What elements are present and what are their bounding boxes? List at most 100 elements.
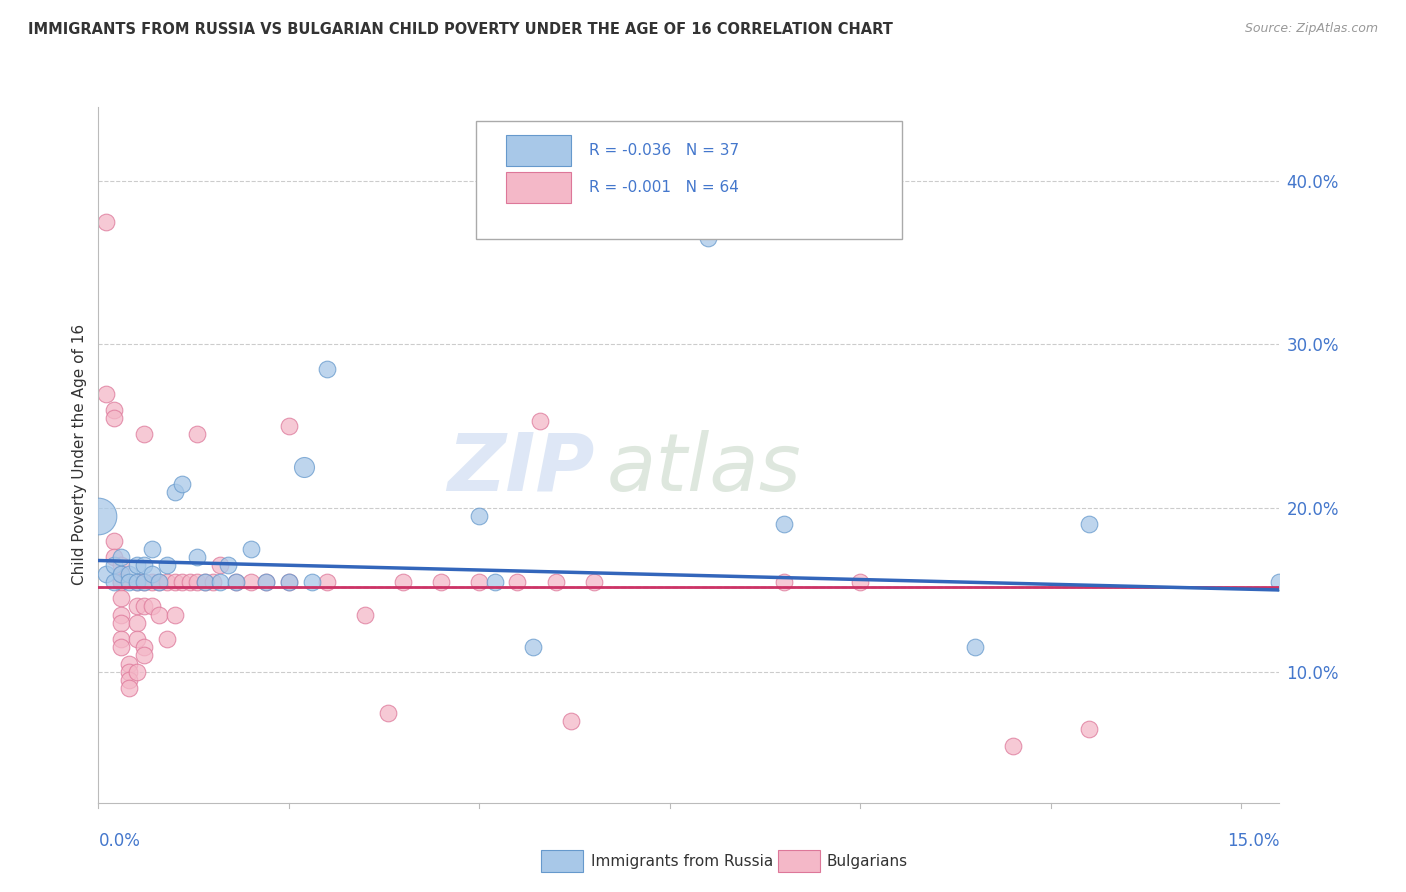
Point (134, 574, 156, 589)
Point (134, 574, 156, 589)
Point (316, 574, 339, 589)
Point (484, 574, 506, 589)
Point (172, 574, 194, 589)
Point (239, 542, 262, 557)
Point (201, 574, 224, 589)
Point (87, 509, 110, 524)
Point (110, 574, 132, 589)
Text: Bulgarians: Bulgarians (827, 855, 908, 869)
Point (156, 632, 179, 646)
Point (172, 476, 194, 491)
Point (849, 574, 872, 589)
Point (118, 681, 141, 696)
Point (163, 574, 186, 589)
Point (254, 574, 277, 589)
Point (773, 517, 796, 532)
Point (110, 558, 132, 573)
Point (697, 231, 720, 245)
Point (186, 574, 208, 589)
Point (468, 574, 491, 589)
Point (110, 574, 132, 589)
Point (141, 599, 163, 614)
Point (301, 574, 323, 589)
Point (292, 460, 315, 475)
Point (277, 574, 299, 589)
Point (209, 574, 232, 589)
Point (156, 558, 179, 573)
Point (110, 640, 132, 655)
Point (773, 574, 796, 589)
Point (134, 648, 156, 663)
Point (468, 509, 491, 524)
Text: R = -0.001   N = 64: R = -0.001 N = 64 (589, 179, 738, 194)
Point (125, 632, 148, 646)
Text: IMMIGRANTS FROM RUSSIA VS BULGARIAN CHILD POVERTY UNDER THE AGE OF 16 CORRELATIO: IMMIGRANTS FROM RUSSIA VS BULGARIAN CHIL… (28, 22, 893, 37)
Point (225, 574, 247, 589)
Point (225, 574, 247, 589)
Point (217, 558, 239, 573)
Point (254, 574, 277, 589)
Point (179, 574, 201, 589)
Point (194, 574, 217, 589)
Point (125, 665, 148, 679)
Point (354, 607, 377, 622)
Point (94, 214, 117, 228)
Point (103, 558, 125, 573)
Point (277, 574, 299, 589)
Point (110, 550, 132, 565)
Point (110, 591, 132, 606)
Text: Source: ZipAtlas.com: Source: ZipAtlas.com (1244, 22, 1378, 36)
Point (209, 558, 232, 573)
Point (1001, 739, 1024, 753)
Point (118, 574, 141, 589)
Point (529, 414, 551, 428)
Point (103, 403, 125, 417)
Point (125, 599, 148, 614)
Point (141, 566, 163, 581)
Point (103, 574, 125, 589)
Point (110, 615, 132, 630)
Point (544, 574, 567, 589)
Point (141, 574, 163, 589)
Point (125, 574, 148, 589)
FancyBboxPatch shape (477, 121, 901, 239)
Text: ZIP: ZIP (447, 430, 595, 508)
Point (134, 558, 156, 573)
Point (963, 640, 986, 655)
Point (392, 574, 415, 589)
Point (125, 574, 148, 589)
Point (110, 632, 132, 646)
Point (110, 566, 132, 581)
Point (94, 386, 117, 401)
Point (94, 566, 117, 581)
Point (1268, 574, 1291, 589)
Point (134, 640, 156, 655)
Point (118, 673, 141, 687)
Point (186, 427, 208, 442)
Point (148, 607, 170, 622)
Text: 15.0%: 15.0% (1227, 832, 1279, 850)
Text: 0.0%: 0.0% (98, 832, 141, 850)
Text: Immigrants from Russia: Immigrants from Russia (591, 855, 773, 869)
Text: R = -0.036   N = 37: R = -0.036 N = 37 (589, 144, 738, 159)
Point (506, 574, 529, 589)
Point (163, 607, 186, 622)
Point (156, 574, 179, 589)
Point (141, 542, 163, 557)
FancyBboxPatch shape (506, 172, 571, 203)
Point (1078, 722, 1101, 736)
Y-axis label: Child Poverty Under the Age of 16: Child Poverty Under the Age of 16 (72, 325, 87, 585)
Point (134, 599, 156, 614)
Point (582, 574, 605, 589)
Point (194, 574, 217, 589)
Point (186, 550, 208, 565)
Point (134, 427, 156, 442)
Point (430, 574, 453, 589)
Point (239, 574, 262, 589)
Point (110, 607, 132, 622)
Point (560, 714, 582, 728)
Point (148, 574, 170, 589)
Point (103, 550, 125, 565)
Point (103, 411, 125, 425)
Point (1078, 517, 1101, 532)
